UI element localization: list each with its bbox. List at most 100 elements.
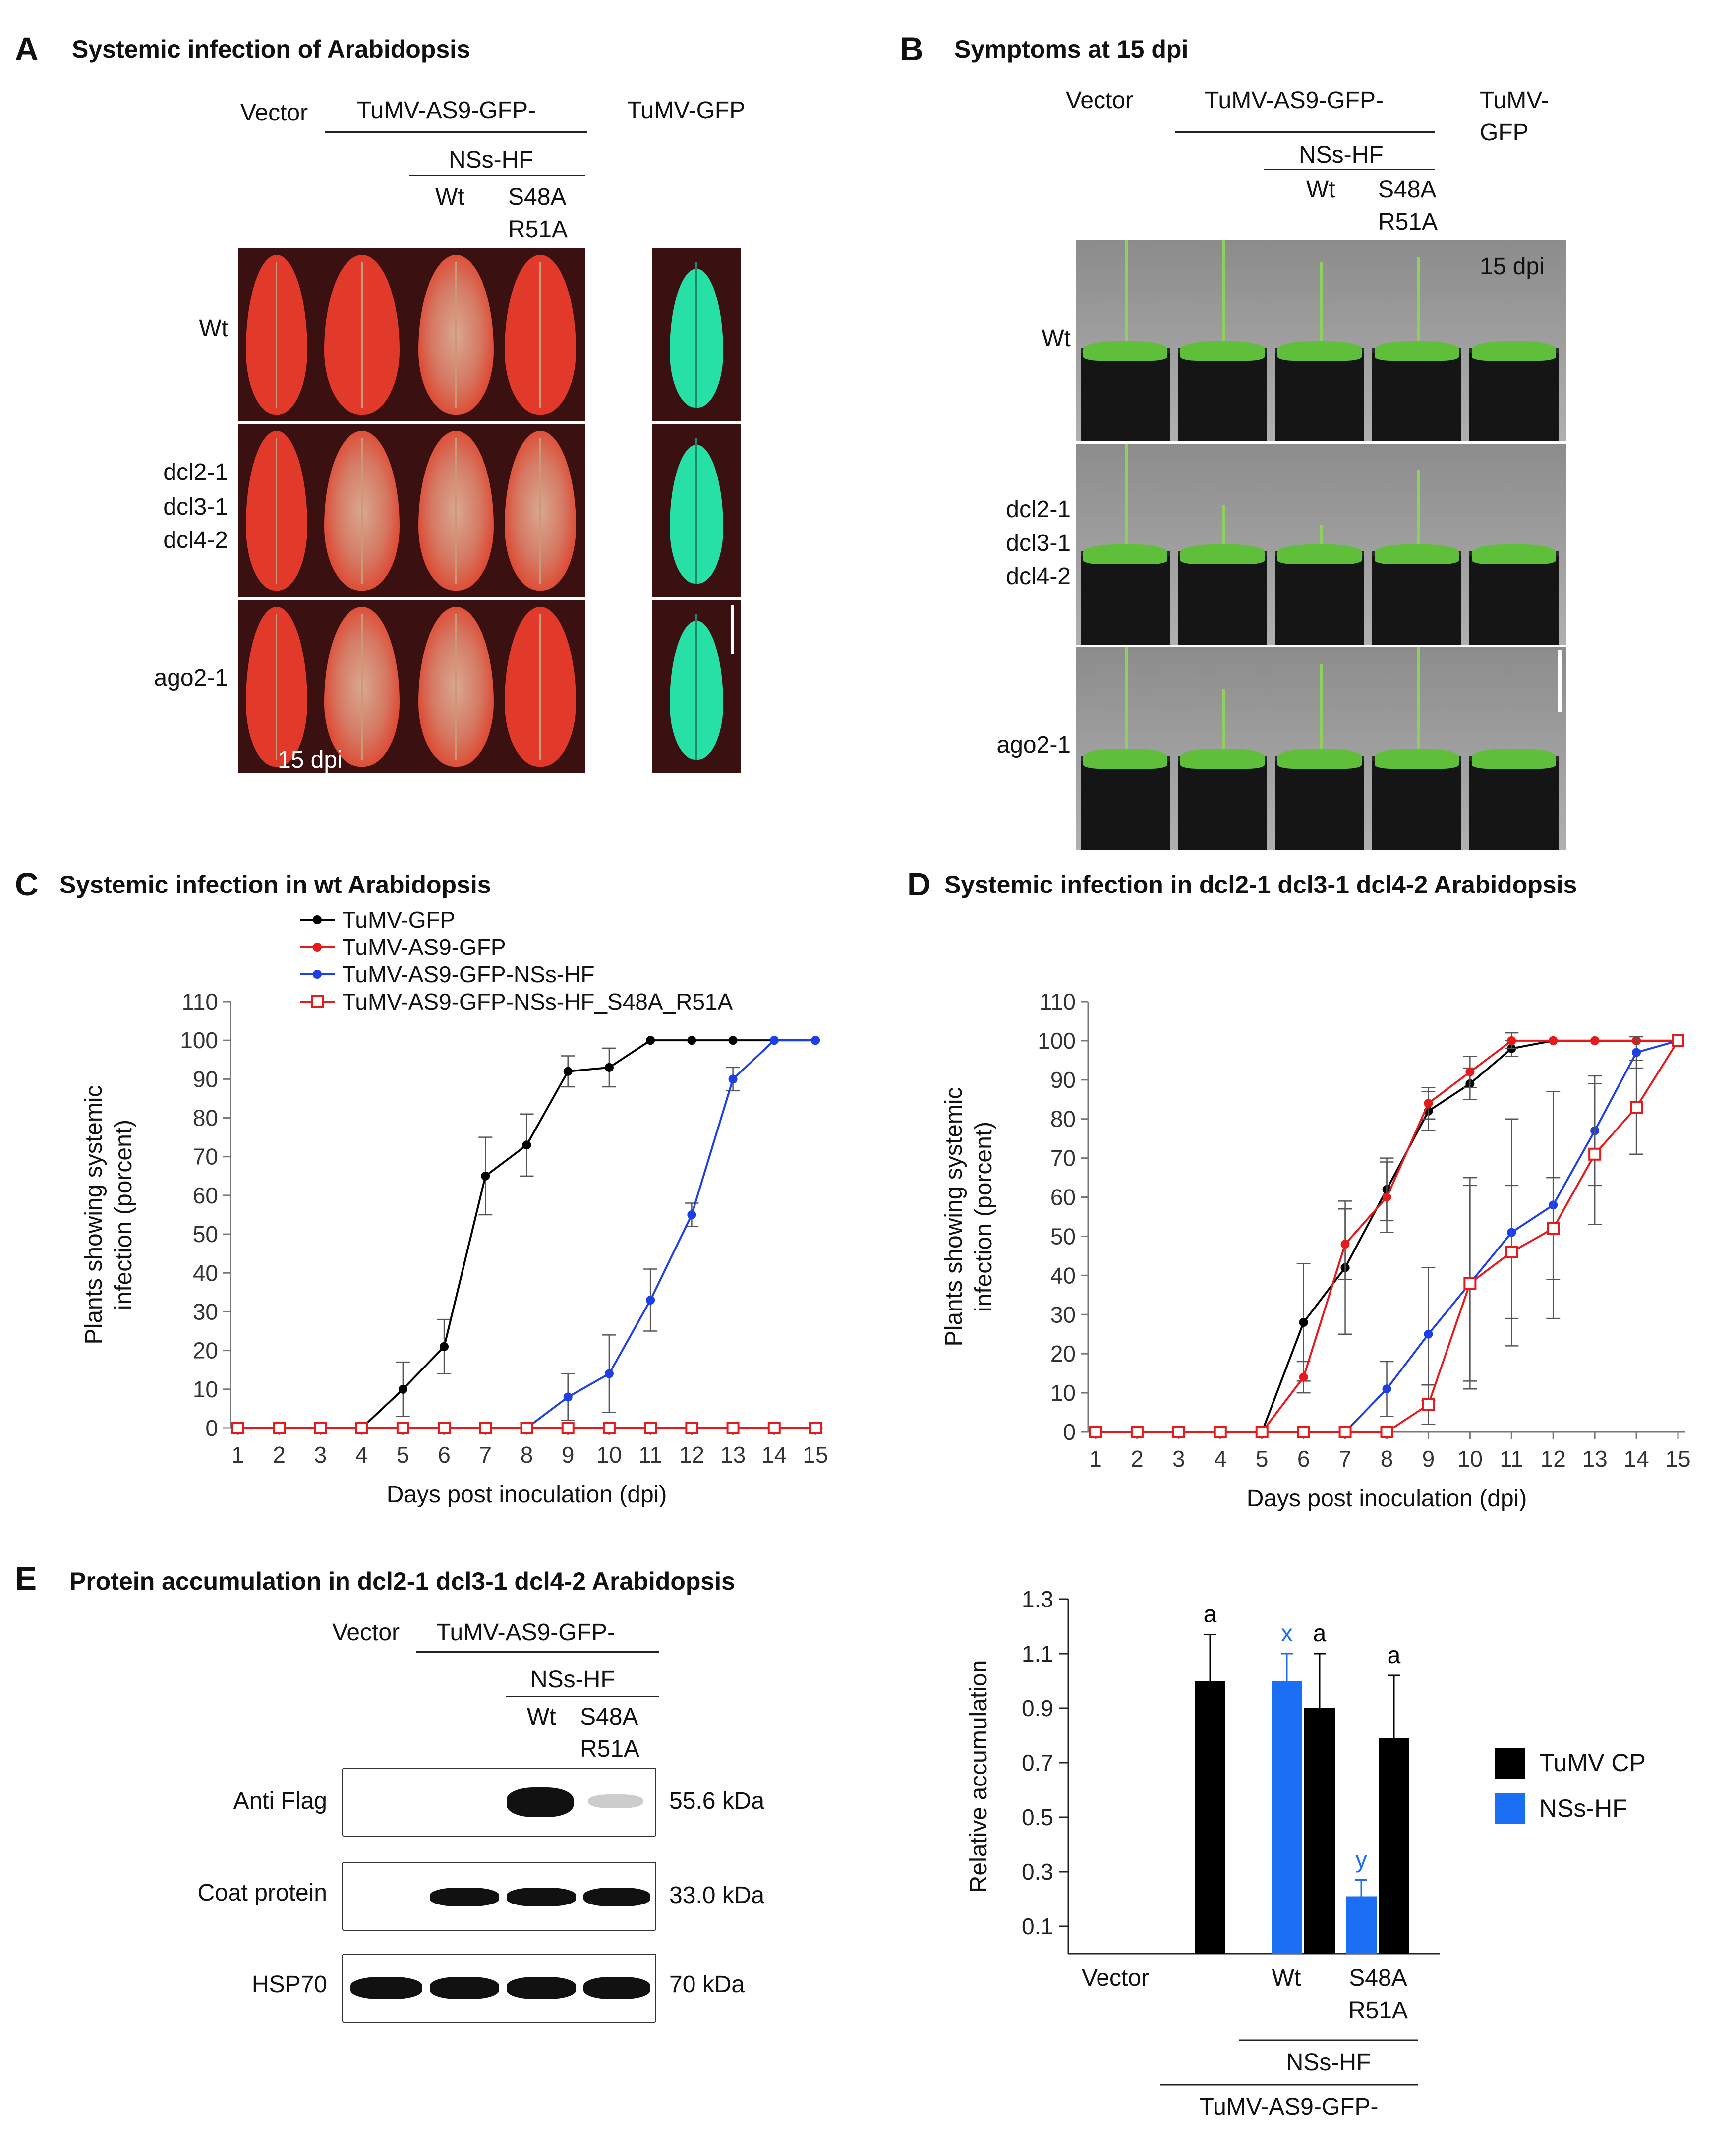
- panel-a-label: A: [15, 30, 39, 67]
- y-tick-label: 0.1: [1022, 1913, 1053, 1939]
- data-point: [1463, 1277, 1477, 1290]
- blot-band-hsp-3: [507, 1977, 576, 1999]
- panel-a-header-mut2: R51A: [508, 216, 568, 242]
- blot-row-label-hsp70: HSP70: [251, 1971, 327, 1998]
- plant-rosette: [1375, 749, 1459, 769]
- leaf-image: [496, 424, 585, 597]
- legend-swatch: [1495, 1748, 1525, 1779]
- data-point: [1299, 1318, 1308, 1327]
- panel-b-header-wt: Wt: [1306, 177, 1335, 203]
- data-point: [1630, 1101, 1643, 1114]
- x-tick-label: 10: [596, 1442, 622, 1468]
- x-tick-label: 2: [1131, 1446, 1144, 1472]
- y-axis-label: Relative accumulation: [966, 1660, 992, 1893]
- x-tick-label: 9: [1422, 1446, 1435, 1472]
- data-point: [1588, 1147, 1602, 1161]
- legend-label: NSs-HF: [1539, 1794, 1627, 1822]
- data-point: [231, 1422, 244, 1434]
- y-tick-label: 90: [1050, 1067, 1076, 1093]
- bar: [1346, 1896, 1377, 1954]
- series-line: [238, 1039, 815, 1429]
- blot-row-label-cp: Coat protein: [197, 1880, 328, 1906]
- data-point: [644, 1422, 657, 1434]
- data-point: [646, 1036, 655, 1045]
- data-point: [769, 1036, 779, 1045]
- y-tick-label: 0.5: [1022, 1804, 1053, 1830]
- panel-e-label: E: [15, 1560, 37, 1597]
- panel-b-row-dcl-2: dcl3-1: [1006, 530, 1071, 556]
- y-tick-label: 80: [193, 1105, 218, 1131]
- blot-band-cp-1: [430, 1888, 499, 1906]
- significance-letter: a: [1388, 1642, 1401, 1668]
- panel-e-header-as9: TuMV-AS9-GFP-: [436, 1619, 615, 1646]
- data-point: [563, 1067, 573, 1076]
- data-point: [1299, 1372, 1308, 1382]
- panel-b-row-dcl-3: dcl4-2: [1006, 563, 1071, 590]
- blot-anti-flag: [342, 1768, 656, 1837]
- leaf-image: [238, 424, 315, 597]
- data-point: [273, 1422, 286, 1434]
- data-point: [1214, 1426, 1227, 1438]
- y-axis-label: infection (porcent): [971, 1122, 997, 1312]
- x-tick-label: 10: [1457, 1446, 1483, 1472]
- y-tick-label: 0.9: [1022, 1695, 1053, 1721]
- data-point: [479, 1422, 492, 1434]
- panel-c-label: C: [15, 866, 39, 902]
- panel-e-header-nss: NSs-HF: [530, 1666, 615, 1693]
- panel-a-scale-bar: [731, 605, 734, 654]
- leaf-image: [238, 600, 315, 774]
- leaf-image: [409, 248, 503, 421]
- x-tick-label: 15: [1665, 1446, 1690, 1472]
- data-point: [602, 1422, 616, 1434]
- x-tick-label: 4: [1214, 1446, 1227, 1472]
- data-point: [314, 1422, 327, 1434]
- significance-letter: y: [1355, 1847, 1367, 1873]
- blot-size-cp: 33.0 kDa: [669, 1882, 765, 1908]
- bar-x-label-as9: TuMV-AS9-GFP-: [1200, 2094, 1379, 2120]
- blot-band-hsp-4: [583, 1977, 650, 1999]
- y-tick-label: 50: [1050, 1223, 1076, 1249]
- panel-e-header-vector: Vector: [332, 1619, 400, 1646]
- data-point: [1547, 1222, 1560, 1235]
- panel-b-title: Symptoms at 15 dpi: [954, 35, 1189, 63]
- data-point: [1338, 1426, 1352, 1438]
- data-point: [646, 1296, 655, 1305]
- y-tick-label: 0.3: [1022, 1859, 1053, 1885]
- plant-stem: [1125, 647, 1128, 749]
- plant-rosette: [1180, 544, 1265, 564]
- plant-pot: [1275, 551, 1364, 645]
- panel-b-row-dcl-1: dcl2-1: [1006, 496, 1071, 523]
- data-point: [728, 1036, 738, 1045]
- x-tick-label: 15: [803, 1442, 828, 1468]
- plant-photo-row: [1076, 240, 1566, 441]
- y-tick-label: 110: [182, 989, 218, 1014]
- plant-rosette: [1277, 749, 1362, 769]
- panel-e-header-mut1: S48A: [580, 1704, 638, 1730]
- data-point: [604, 1063, 614, 1072]
- plant-pot: [1081, 756, 1170, 850]
- leaf-image-gfp: [652, 424, 741, 597]
- panel-b-scale-bar: [1558, 650, 1562, 712]
- data-point: [563, 1392, 573, 1402]
- panel-a-row-ago: ago2-1: [154, 665, 228, 691]
- plant-pot: [1372, 348, 1461, 441]
- leaf-image: [496, 600, 585, 774]
- y-tick-label: 30: [193, 1299, 218, 1324]
- data-point: [522, 1140, 531, 1150]
- y-tick-label: 20: [1050, 1341, 1076, 1367]
- y-tick-label: 40: [1050, 1262, 1076, 1288]
- data-point: [355, 1422, 368, 1434]
- legend-swatch: [1495, 1793, 1525, 1824]
- plant-stem: [1320, 664, 1323, 749]
- y-tick-label: 1.3: [1022, 1586, 1053, 1612]
- legend-marker: [313, 970, 322, 979]
- x-tick-label: 5: [1256, 1446, 1269, 1472]
- y-tick-label: 60: [193, 1183, 218, 1208]
- data-point: [520, 1422, 533, 1434]
- panel-b-header-as9: TuMV-AS9-GFP-: [1205, 87, 1384, 114]
- panel-a-row-dcl-3: dcl4-2: [163, 527, 228, 553]
- data-point: [1130, 1426, 1144, 1438]
- legend-label: TuMV-AS9-GFP-NSs-HF: [342, 961, 594, 987]
- bar-x-label-nss: NSs-HF: [1286, 2049, 1371, 2076]
- data-point: [1340, 1240, 1350, 1249]
